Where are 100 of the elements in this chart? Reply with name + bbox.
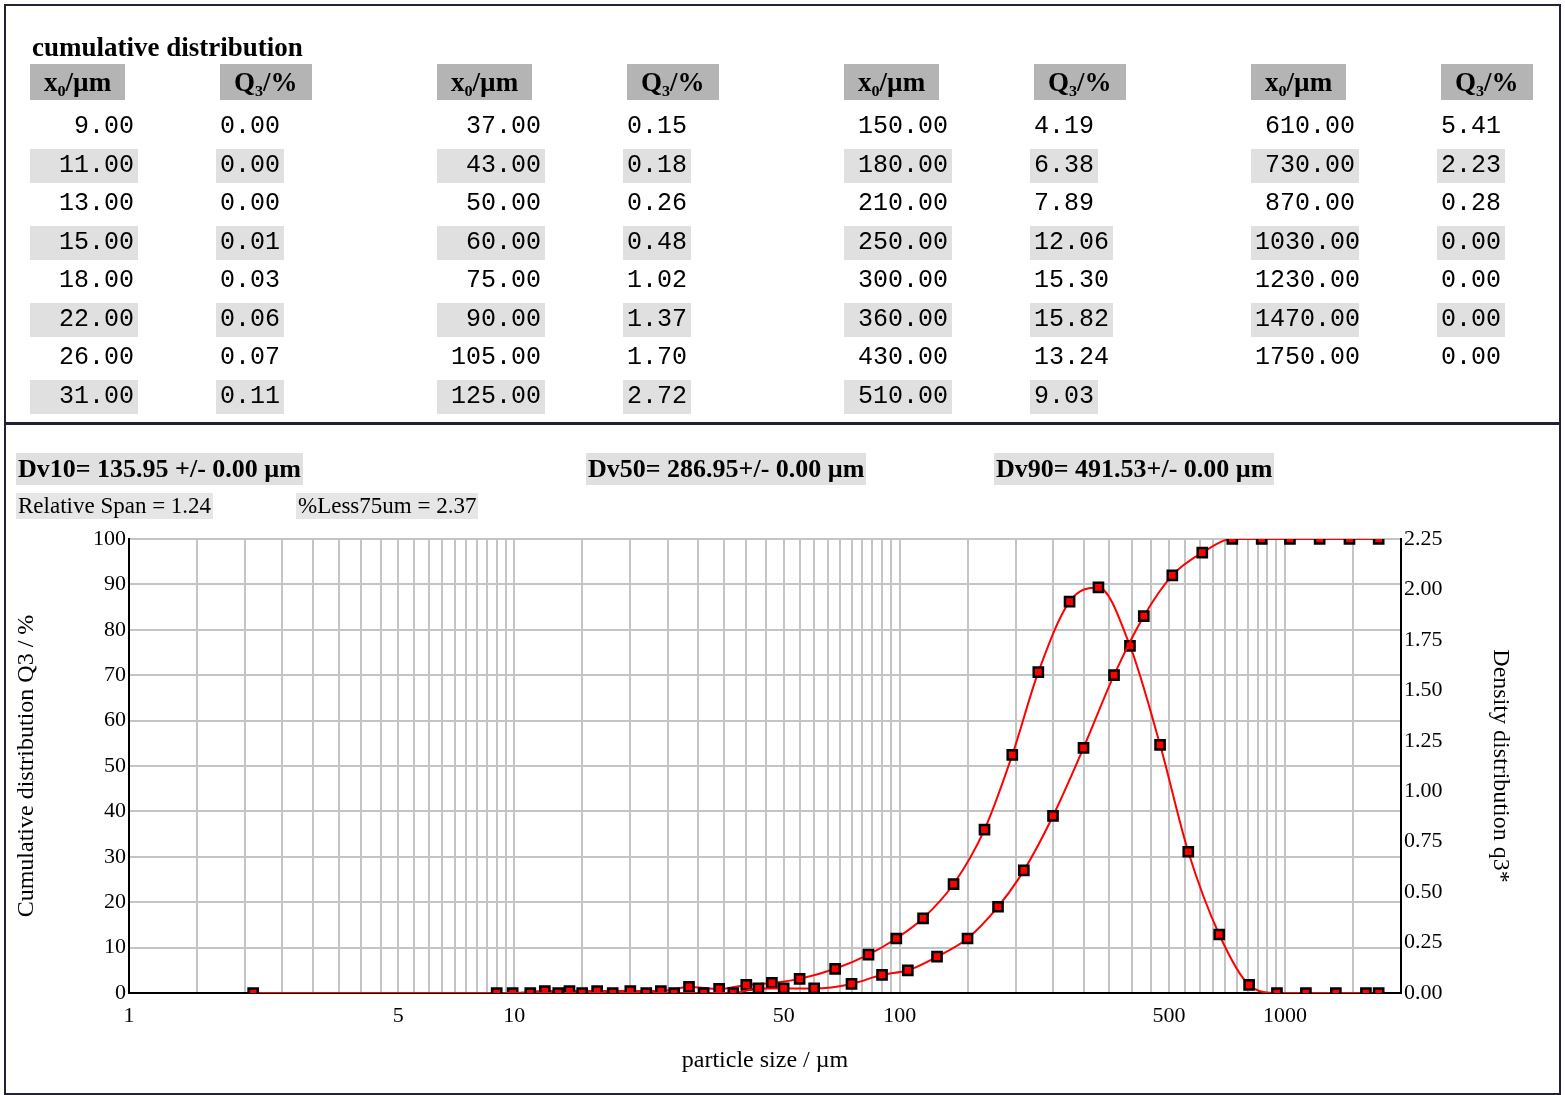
text: 15.30: [1034, 266, 1110, 295]
text: Q₃/%: [641, 67, 705, 97]
text: 0.00: [1441, 266, 1502, 295]
category-label: 1470.00: [1251, 302, 1361, 337]
point: [947, 878, 960, 890]
category-label: 1230.00: [1254, 265, 1361, 297]
y-tick-label: 20: [104, 887, 126, 913]
category-label: 90.00: [437, 302, 545, 337]
y2-axis-title: Density distribution q3*: [1489, 649, 1516, 883]
y2-tick-label: 0.50: [1404, 877, 1443, 903]
y-tick-label: 50: [104, 751, 126, 777]
category-label: 150.00: [857, 111, 949, 143]
x-tick-label: 1000: [1263, 1001, 1307, 1027]
text: 1.37: [627, 304, 688, 334]
point: [978, 823, 991, 836]
text: Relative Span = 1.24: [16, 493, 214, 519]
category-label: 37.00: [465, 111, 542, 143]
text: 1.70: [627, 343, 688, 372]
y-tick-label: 60: [104, 706, 126, 732]
y-tick-label: 40: [104, 797, 126, 823]
point: [1213, 928, 1226, 941]
text: x₀/µm: [30, 64, 126, 100]
x-tick-label: 500: [1152, 1001, 1186, 1027]
text: 0.00: [1441, 227, 1502, 257]
category-label: 210.00: [857, 188, 949, 220]
text: 13.24: [1034, 343, 1110, 372]
category-label: 250.00: [844, 225, 952, 260]
y2-tick-label: 2.25: [1404, 524, 1443, 550]
text: Dv10= 135.95 +/- 0.00 µm: [16, 453, 303, 485]
text: 0.00: [220, 189, 281, 218]
y2-tick-label: 1.75: [1404, 625, 1443, 651]
text: 0.11: [220, 381, 281, 411]
category-label: 26.00: [58, 342, 135, 374]
category-label: 1750.00: [1254, 342, 1361, 374]
category-label: 43.00: [437, 148, 545, 183]
text: 7.89: [1034, 189, 1095, 218]
text: Q₃/%: [1048, 67, 1112, 97]
point: [1182, 845, 1195, 858]
category-label: 430.00: [857, 342, 949, 374]
x-tick-label: 5: [392, 1001, 404, 1027]
y2-tick-label: 0.25: [1404, 928, 1443, 954]
category-label: 105.00: [450, 342, 542, 374]
x-axis-title: particle size / µm: [681, 1045, 849, 1072]
x-tick-label: 50: [772, 1001, 795, 1027]
point: [1154, 738, 1166, 751]
text: 0.01: [220, 227, 281, 257]
y-tick-label: 100: [93, 524, 126, 550]
y2-tick-label: 1.00: [1404, 777, 1443, 802]
x-tick-label: 100: [883, 1001, 917, 1027]
text: Q₃/%: [220, 64, 312, 100]
y-tick-label: 10: [104, 933, 126, 959]
text: 0.06: [220, 304, 281, 334]
point: [713, 983, 725, 993]
category-label: 18.00: [58, 265, 135, 297]
category-label: 870.00: [1264, 188, 1356, 220]
text: x₀/µm: [1265, 67, 1333, 97]
category-label: 300.00: [857, 265, 949, 297]
category-label: 60.00: [437, 225, 545, 260]
point: [1124, 640, 1136, 652]
category-label: 15.00: [30, 225, 138, 260]
category-label: 75.00: [465, 265, 542, 297]
text: Q₃/%: [1455, 67, 1519, 97]
y2-tick-label: 0.75: [1404, 827, 1443, 853]
y-tick-label: 90: [104, 570, 126, 596]
category-label: 11.00: [30, 148, 138, 183]
point: [1063, 595, 1076, 608]
text: %Less75um = 2.37: [296, 493, 479, 519]
text: 12.06: [1034, 227, 1110, 257]
text: 5.41: [1441, 112, 1502, 141]
y2-tick-label: 2.00: [1404, 575, 1443, 601]
category-label: 730.00: [1251, 148, 1359, 183]
text: x₀/µm: [858, 67, 926, 97]
y-tick-label: 30: [104, 842, 126, 868]
category-label: 22.00: [30, 302, 138, 337]
text: 4.19: [1034, 112, 1095, 141]
category-label: 610.00: [1264, 111, 1356, 143]
category-label: 13.00: [58, 188, 135, 220]
category-label: 125.00: [437, 379, 545, 414]
y-tick-label: 0: [115, 978, 126, 1004]
y2-tick-label: 1.50: [1404, 676, 1443, 702]
point: [683, 981, 695, 993]
text: 2.72: [627, 381, 688, 411]
text: 1.02: [627, 266, 688, 295]
y-tick-label: 70: [104, 660, 126, 686]
text: 2.23: [1441, 150, 1502, 180]
category-label: 180.00: [844, 148, 952, 183]
text: 0.00: [1441, 304, 1502, 334]
point: [829, 962, 841, 975]
point: [917, 912, 929, 925]
text: 0.03: [220, 266, 281, 295]
text: 0.48: [627, 227, 688, 257]
text: 0.00: [220, 112, 281, 141]
text: 6.38: [1034, 150, 1095, 180]
point: [1006, 749, 1019, 761]
text: 0.26: [627, 189, 688, 218]
category-label: 9.00: [73, 111, 135, 143]
text: 9.03: [1034, 381, 1095, 411]
text: 0.28: [1441, 189, 1502, 218]
x-tick-label: 10: [503, 1001, 526, 1027]
point: [1243, 979, 1255, 991]
